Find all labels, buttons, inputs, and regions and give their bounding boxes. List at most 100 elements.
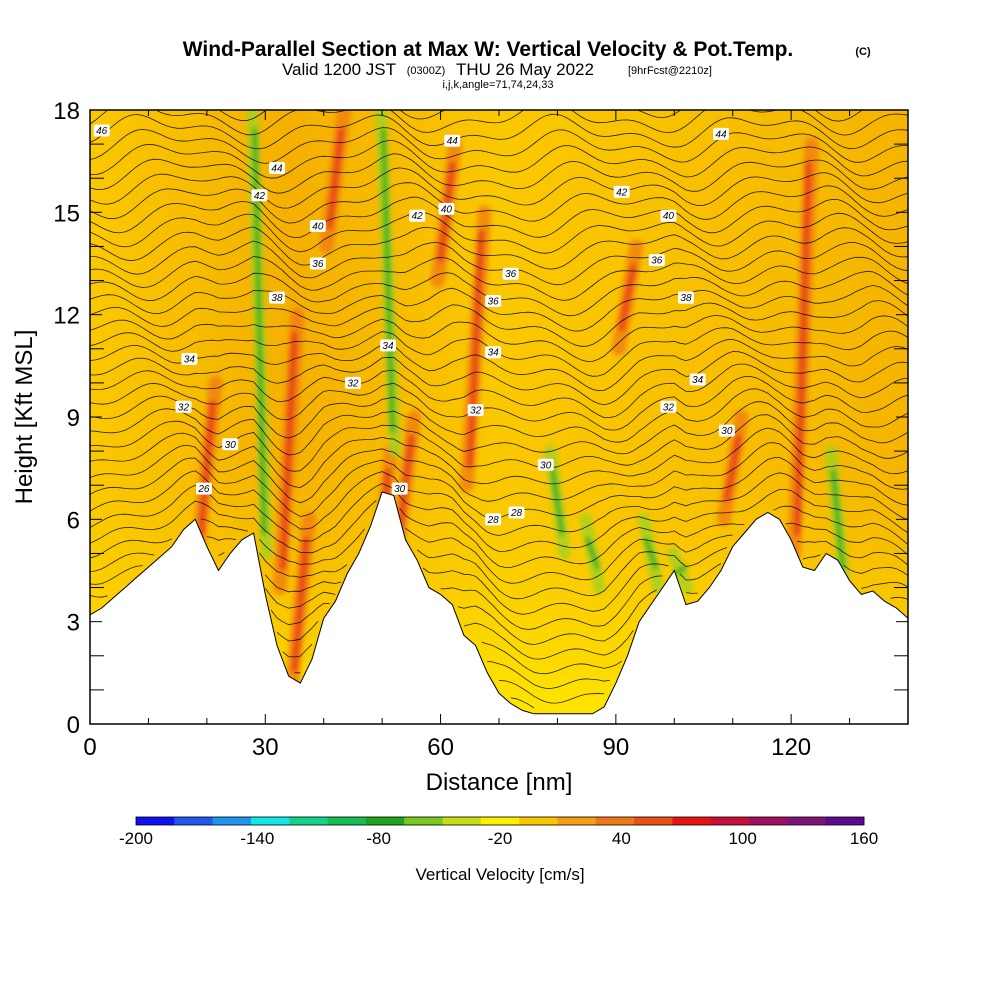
colorbar-tick-label: -20 [488, 829, 513, 848]
svg-text:30: 30 [721, 426, 733, 437]
isentrope-line [90, 285, 908, 332]
svg-text:46: 46 [96, 126, 108, 137]
contour-label: 46 [93, 124, 110, 137]
y-tick-label: 0 [67, 712, 80, 739]
isentrope-line [90, 470, 908, 536]
x-axis-ticks: 0 30 60 90 120 [83, 110, 909, 761]
valid-time: Valid 1200 JST [282, 60, 396, 79]
contour-label: 40 [309, 219, 326, 232]
isentrope-line [90, 240, 908, 286]
isentrope-line [90, 140, 908, 179]
contour-label: 34 [379, 339, 396, 352]
contour-label: 30 [718, 424, 735, 437]
colorbar-title: Vertical Velocity [cm/s] [415, 865, 584, 884]
contour-label: 34 [689, 373, 706, 386]
colorbar-swatch [557, 817, 597, 825]
x-axis-label: Distance [nm] [426, 769, 573, 796]
colorbar-swatch [634, 817, 673, 825]
isentrope-line [90, 338, 908, 392]
downdraft-core [824, 445, 851, 594]
contour-label: 26 [195, 482, 212, 495]
colorbar-swatch [710, 817, 750, 825]
isentrope-line [90, 427, 908, 489]
isentrope-line [90, 110, 908, 136]
isentrope-line [90, 182, 908, 224]
isentrope-line [90, 315, 908, 362]
x-tick-label: 120 [771, 734, 811, 761]
contour-label: 34 [485, 346, 502, 359]
updraft-core [716, 410, 749, 527]
colorbar-tick-label: 160 [850, 829, 878, 848]
isentrope-line [90, 376, 908, 431]
contour-label: 40 [660, 209, 677, 222]
isentrope-line [510, 697, 535, 709]
svg-text:32: 32 [347, 378, 359, 389]
contour-label: 36 [309, 257, 326, 270]
colorbar-swatch [250, 817, 290, 825]
updraft-core [459, 205, 492, 493]
contour-label: 32 [175, 400, 192, 413]
isentrope-line [90, 196, 908, 239]
y-tick-label: 12 [53, 303, 80, 330]
forecast-tag: [9hrFcst@2210z] [628, 65, 712, 77]
isentrope-line [90, 300, 908, 347]
isentrope-line [90, 483, 908, 552]
svg-text:28: 28 [510, 508, 523, 519]
svg-text:40: 40 [663, 211, 675, 222]
copyright-mark: (C) [855, 46, 871, 58]
updraft-core [319, 110, 352, 254]
isentrope-line [90, 226, 908, 270]
downdraft-core [374, 110, 401, 458]
svg-text:32: 32 [178, 402, 190, 413]
colorbar-swatch [327, 817, 367, 825]
contour-label: 42 [613, 185, 630, 198]
isentrope-line [276, 621, 634, 660]
colorbar-swatch [404, 817, 443, 825]
svg-text:38: 38 [680, 293, 692, 304]
contour-label: 44 [268, 161, 285, 174]
colorbar-swatch [365, 817, 405, 825]
valid-date: THU 26 May 2022 [456, 60, 594, 79]
y-axis-label: Height [Kft MSL] [11, 330, 38, 505]
chart-title: Wind-Parallel Section at Max W: Vertical… [183, 38, 794, 61]
valid-line: Valid 1200 JST (0300Z) THU 26 May 2022 [… [282, 60, 712, 79]
x-tick-label: 90 [603, 734, 630, 761]
velocity-cores [191, 110, 851, 697]
svg-text:42: 42 [616, 187, 628, 198]
svg-text:42: 42 [254, 191, 266, 202]
contour-label: 32 [344, 376, 361, 389]
y-tick-label: 3 [67, 610, 80, 637]
colorbar-swatch [519, 817, 558, 825]
isentrope-line [90, 575, 908, 630]
valid-utc: (0300Z) [407, 65, 446, 77]
contour-label: 30 [222, 438, 239, 451]
isentrope-line [90, 552, 908, 615]
svg-text:34: 34 [382, 341, 394, 352]
isentrope-line [90, 351, 908, 406]
updraft-core [191, 375, 223, 561]
isentrope-line [282, 641, 622, 675]
isentrope-line [90, 363, 908, 418]
svg-text:30: 30 [394, 484, 406, 495]
colorbar: -200 -140 -80 -20 40 100 160 [119, 816, 878, 848]
svg-text:36: 36 [312, 259, 324, 270]
isentrope-line [90, 442, 908, 504]
contour-labels: 2628283030303032323232343434343636363636… [93, 124, 735, 526]
contour-label: 38 [268, 291, 285, 304]
isentrope-line [218, 110, 863, 122]
contour-label: 32 [467, 404, 484, 417]
svg-text:36: 36 [505, 269, 517, 280]
isentrope-line [90, 256, 908, 301]
y-tick-label: 15 [53, 200, 80, 227]
contour-label: 36 [502, 267, 519, 280]
downdraft-core [667, 547, 694, 594]
contour-label: 34 [181, 353, 198, 366]
updraft-core [284, 512, 317, 697]
svg-text:34: 34 [488, 348, 500, 359]
colorbar-swatch [672, 817, 712, 825]
contour-label: 36 [485, 295, 502, 308]
isentrope-line [90, 211, 908, 254]
svg-text:28: 28 [487, 515, 500, 526]
contour-label: 44 [444, 134, 461, 147]
contour-label: 28 [508, 506, 525, 519]
